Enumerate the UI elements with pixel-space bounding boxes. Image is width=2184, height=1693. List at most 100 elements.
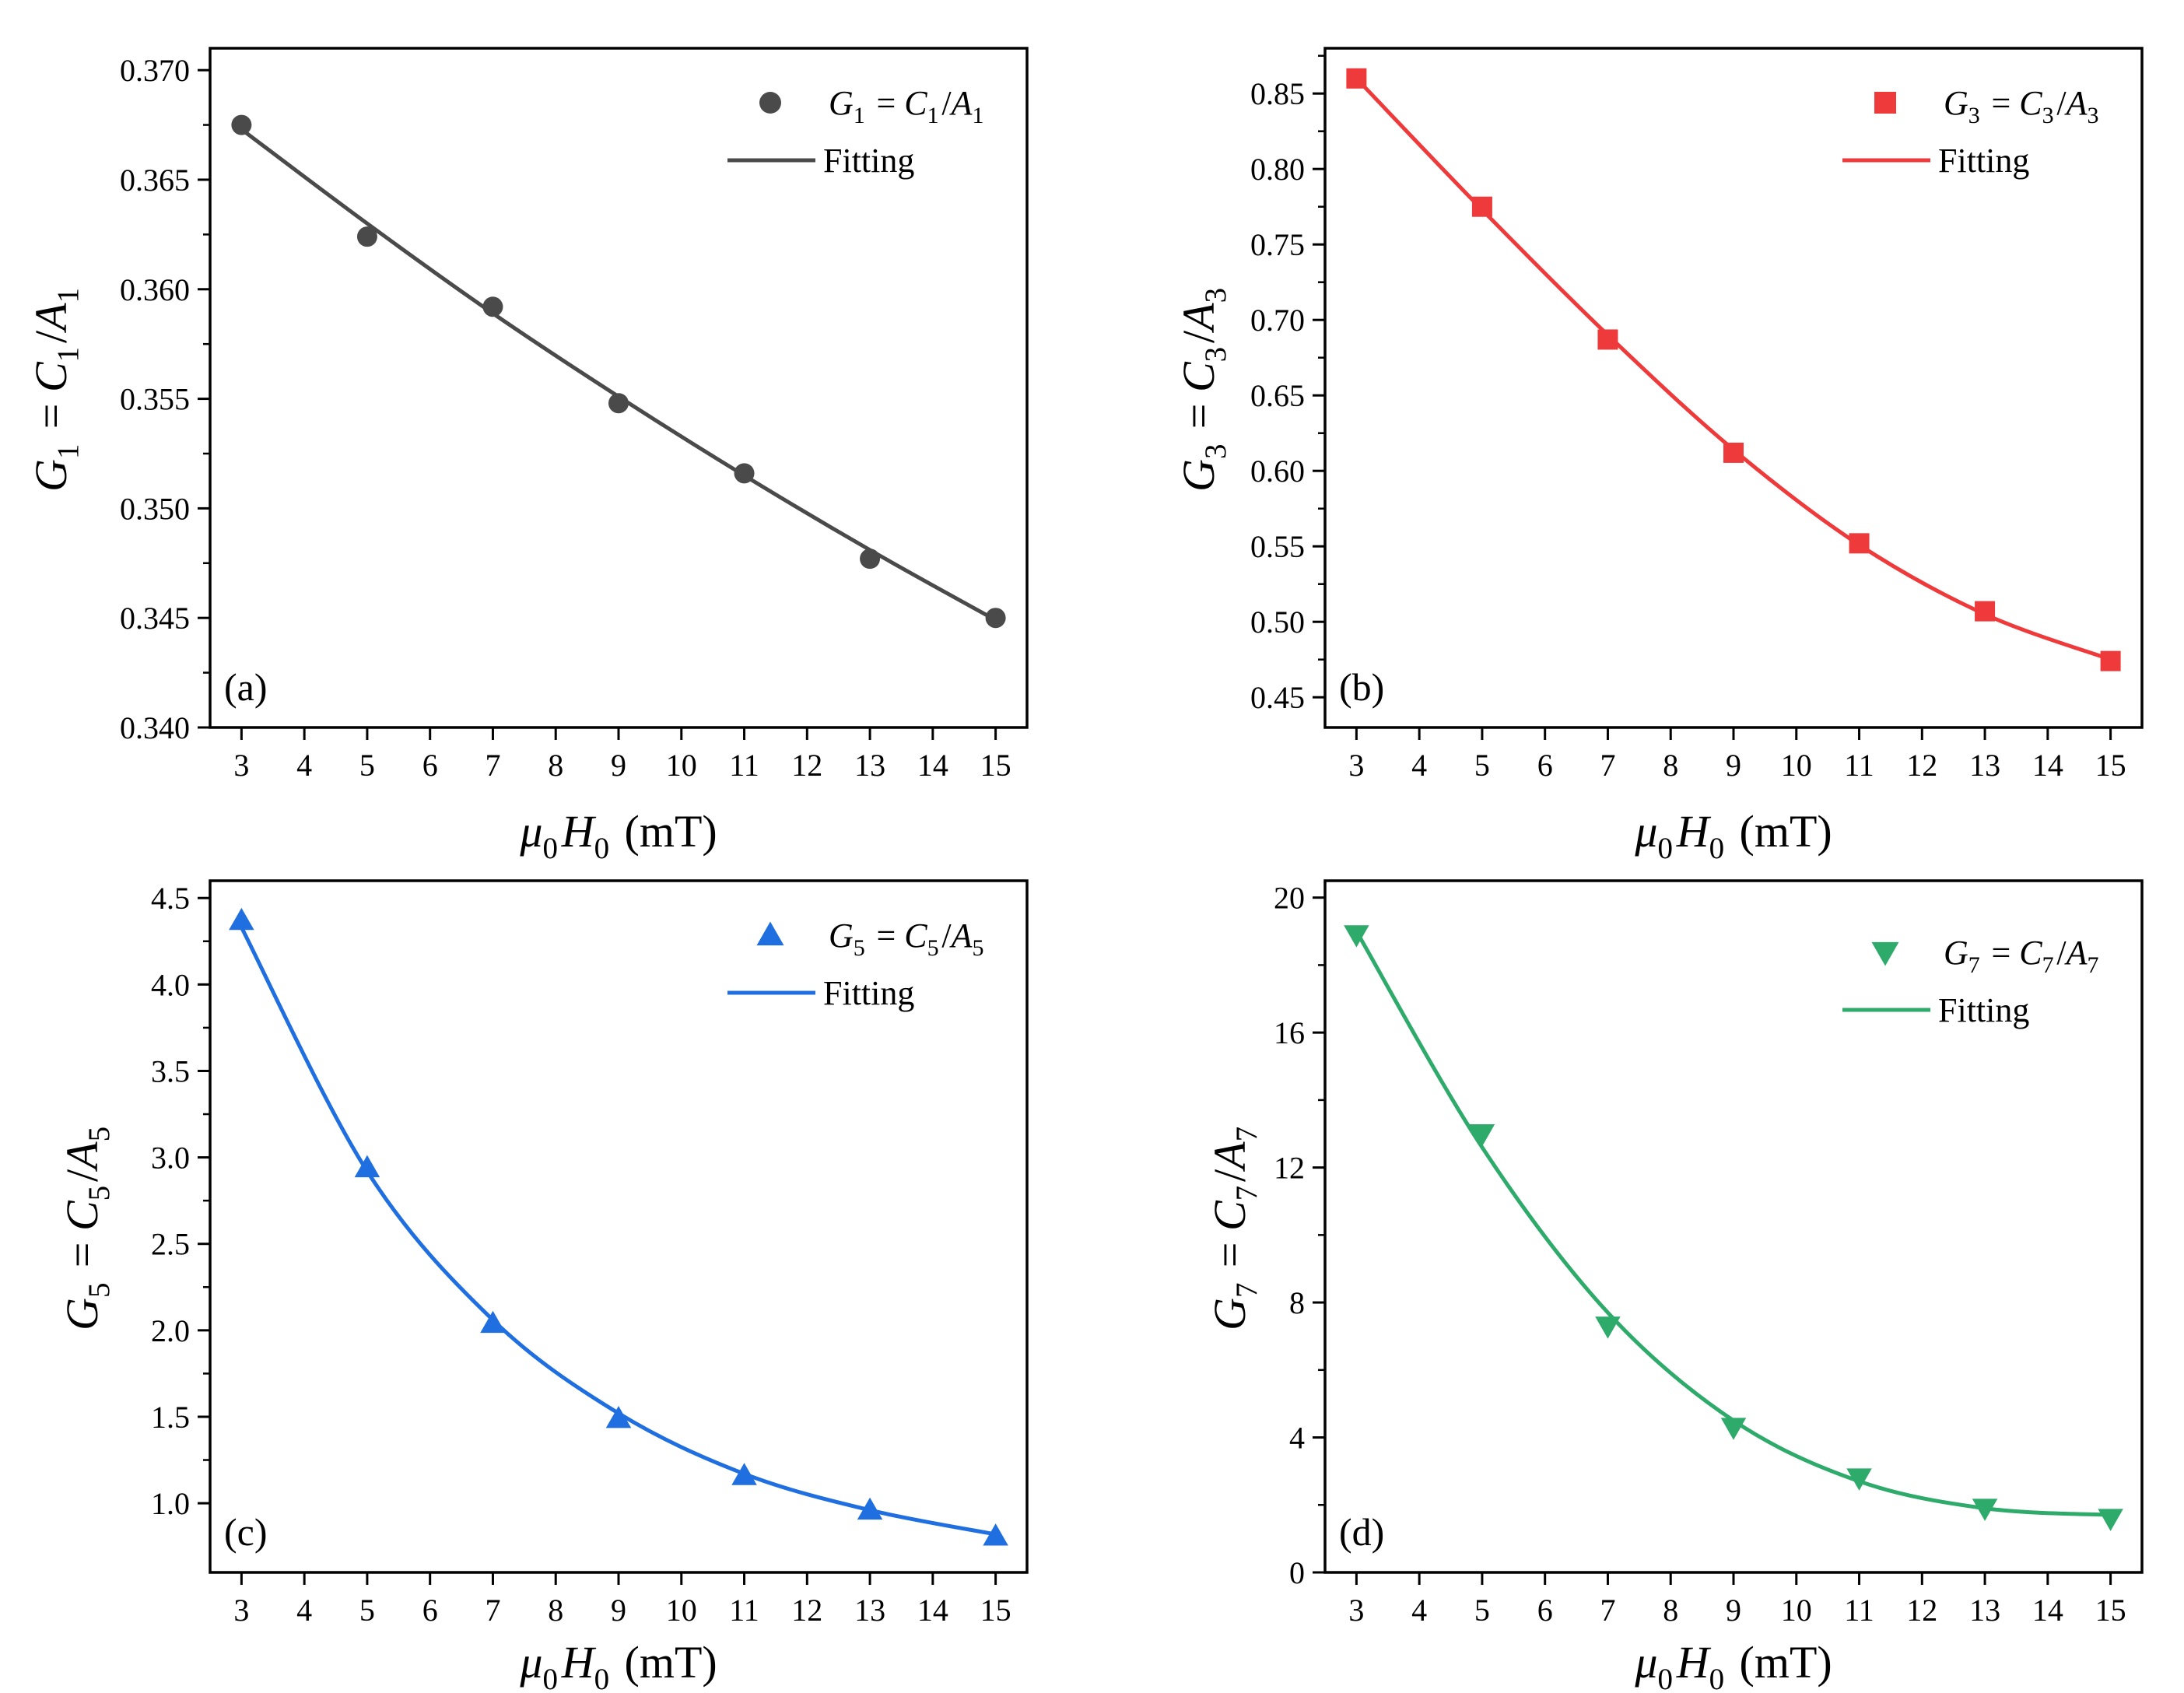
y-tick-label: 0.365	[120, 163, 190, 198]
y-tick-label: 0.340	[120, 710, 190, 745]
y-tick-label: 16	[1274, 1015, 1305, 1050]
y-tick-label: 0.60	[1250, 454, 1305, 489]
y-tick-label: 4.0	[151, 967, 190, 1002]
x-tick-label: 4	[1411, 748, 1427, 783]
x-tick-label: 13	[854, 748, 885, 783]
x-tick-label: 4	[296, 748, 312, 783]
y-tick-label: 0.45	[1250, 680, 1305, 715]
data-point	[734, 463, 755, 484]
fitting-curve	[240, 926, 997, 1537]
y-tick-label: 1.0	[151, 1486, 190, 1521]
x-tick-label: 8	[1663, 748, 1678, 783]
y-tick-label: 3.0	[151, 1141, 190, 1176]
y-axis-title: G3 = C3 /A3	[1173, 284, 1232, 492]
chart-panel-4: 3 4 5 6 7 8 9 10 11 12 13 14 15 0 4 8 12 16 20 μ0 H0 (mT) G7…	[1204, 879, 2144, 1693]
data-point	[2098, 1509, 2123, 1531]
legend-marker	[759, 92, 781, 114]
x-tick-label: 10	[666, 1593, 697, 1628]
data-point	[1720, 1418, 1747, 1440]
x-tick-label: 6	[1537, 1593, 1553, 1628]
data-point	[731, 1463, 757, 1485]
y-tick-label: 0.75	[1250, 227, 1305, 262]
x-tick-label: 4	[1411, 1593, 1427, 1628]
x-tick-label: 9	[1726, 748, 1741, 783]
x-tick-label: 12	[1906, 1593, 1937, 1628]
y-tick-label: 12	[1274, 1151, 1305, 1186]
x-tick-label: 5	[1474, 748, 1490, 783]
x-tick-label: 5	[359, 1593, 375, 1628]
data-point	[983, 1523, 1008, 1546]
data-point	[605, 1405, 632, 1428]
x-tick-label: 7	[1600, 748, 1615, 783]
x-tick-label: 14	[2032, 1593, 2063, 1628]
x-axis-title: μ0 H0 (mT)	[519, 1637, 717, 1693]
x-tick-label: 6	[422, 748, 438, 783]
y-tick-label: 0.65	[1250, 378, 1305, 413]
x-axis-title: μ0 H0 (mT)	[519, 806, 717, 865]
data-point	[2100, 650, 2121, 671]
x-tick-label: 12	[1906, 748, 1937, 783]
x-tick-label: 9	[1726, 1593, 1741, 1628]
y-tick-label: 2.0	[151, 1313, 190, 1348]
data-point	[1972, 1498, 1998, 1521]
x-tick-label: 6	[1537, 748, 1553, 783]
data-point	[480, 1310, 506, 1334]
x-tick-label: 7	[1600, 1593, 1615, 1628]
x-tick-label: 5	[1474, 1593, 1490, 1628]
x-tick-label: 12	[791, 1593, 822, 1628]
y-tick-label: 0.360	[120, 272, 190, 307]
y-tick-label: 0.355	[120, 382, 190, 417]
y-tick-label: 0	[1289, 1555, 1305, 1590]
x-tick-label: 8	[548, 748, 563, 783]
x-axis-title: μ0 H0 (mT)	[1634, 1637, 1832, 1693]
y-axis-title: G7 = C7 /A7	[1204, 1123, 1264, 1330]
panel-label: (d)	[1339, 1510, 1384, 1554]
y-axis-title: G5 = C5 /A5	[57, 1123, 116, 1330]
data-point	[231, 114, 252, 135]
data-point	[356, 226, 377, 247]
data-point	[482, 296, 503, 317]
data-point	[857, 1497, 883, 1520]
data-point	[1344, 925, 1369, 948]
x-tick-label: 10	[1781, 1593, 1812, 1628]
x-tick-label: 13	[1969, 748, 2000, 783]
legend-fit-label: Fitting	[823, 142, 914, 180]
x-tick-label: 13	[854, 1593, 885, 1628]
x-tick-label: 8	[1663, 1593, 1678, 1628]
x-tick-label: 10	[666, 748, 697, 783]
panel-label: (b)	[1339, 665, 1384, 709]
data-point	[1346, 68, 1367, 89]
chart-panel-1: 3 4 5 6 7 8 9 10 11 12 13 14 15 0.340 0.345 0.350 0.355 0…	[26, 47, 1029, 865]
x-tick-label: 4	[296, 1593, 312, 1628]
x-tick-label: 13	[1969, 1593, 2000, 1628]
legend-series-label: G5 = C5 /A5	[829, 917, 987, 961]
y-tick-label: 0.85	[1250, 76, 1305, 111]
x-tick-label: 7	[485, 748, 500, 783]
legend-marker	[1874, 92, 1896, 114]
x-tick-label: 11	[729, 1593, 759, 1628]
x-tick-label: 7	[485, 1593, 500, 1628]
y-tick-label: 4	[1289, 1421, 1305, 1456]
data-point	[860, 549, 881, 570]
data-point	[1595, 1316, 1621, 1339]
y-tick-label: 0.55	[1250, 529, 1305, 564]
x-tick-label: 12	[791, 748, 822, 783]
x-tick-label: 5	[359, 748, 375, 783]
data-point	[354, 1155, 380, 1178]
y-tick-label: 4.5	[151, 881, 190, 916]
data-point	[1469, 1124, 1495, 1147]
data-point	[1849, 533, 1870, 554]
x-tick-label: 15	[980, 1593, 1011, 1628]
y-tick-label: 20	[1274, 881, 1305, 916]
x-tick-label: 3	[1348, 1593, 1364, 1628]
legend-fit-label: Fitting	[1938, 142, 2029, 180]
y-axis-title: G1 = C1 /A1	[26, 284, 85, 492]
x-tick-label: 11	[729, 748, 759, 783]
x-tick-label: 6	[422, 1593, 438, 1628]
chart-panel-2: 3 4 5 6 7 8 9 10 11 12 13 14 15 0.45 0.50 0.55 0.60 0.65 0…	[1173, 47, 2144, 865]
x-tick-label: 15	[2095, 1593, 2126, 1628]
data-point	[1471, 196, 1492, 217]
y-tick-label: 3.5	[151, 1053, 190, 1088]
y-tick-label: 0.370	[120, 53, 190, 88]
